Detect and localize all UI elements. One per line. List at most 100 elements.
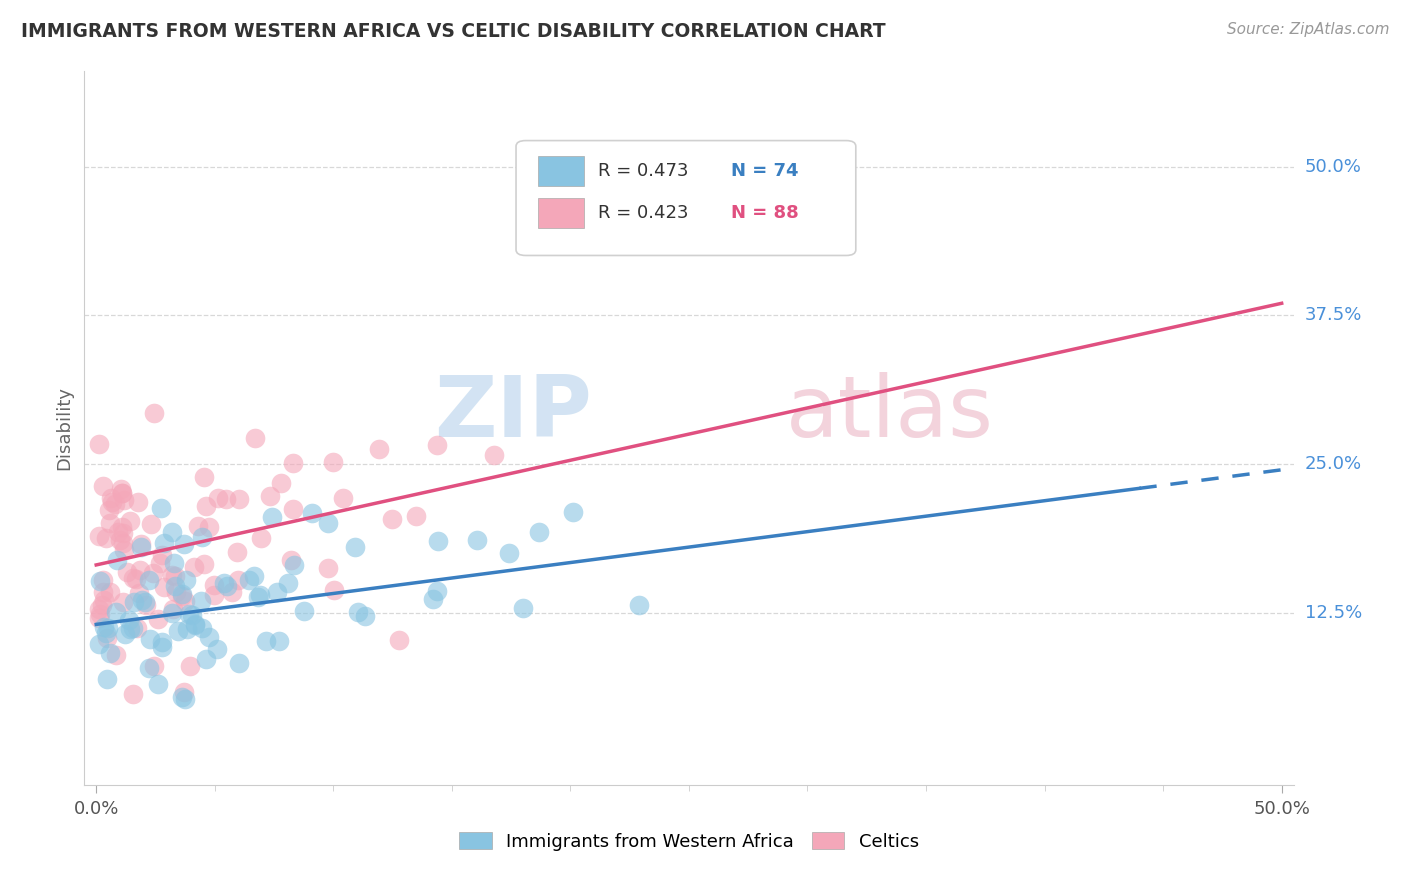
Point xyxy=(94,626,117,640)
Point xyxy=(283,558,305,572)
Point xyxy=(150,500,173,515)
Point xyxy=(426,583,449,598)
Point xyxy=(405,509,427,524)
Point xyxy=(118,614,141,628)
Point xyxy=(91,479,114,493)
Point xyxy=(198,630,221,644)
Point xyxy=(111,486,134,500)
Point xyxy=(184,617,207,632)
FancyBboxPatch shape xyxy=(538,198,583,228)
Point xyxy=(238,573,260,587)
Point xyxy=(191,621,214,635)
Point xyxy=(152,580,174,594)
Point xyxy=(205,641,228,656)
Point xyxy=(142,566,165,581)
Point xyxy=(353,609,375,624)
Point xyxy=(347,606,370,620)
Point xyxy=(266,584,288,599)
Point xyxy=(177,607,200,621)
Point xyxy=(179,659,201,673)
Point xyxy=(96,631,118,645)
Point xyxy=(195,500,218,514)
Point xyxy=(628,598,651,612)
Point xyxy=(134,595,156,609)
Point xyxy=(249,588,271,602)
Point xyxy=(150,635,173,649)
Point xyxy=(131,593,153,607)
Point xyxy=(98,646,121,660)
Point xyxy=(93,585,115,599)
Point xyxy=(465,533,488,547)
Point xyxy=(228,492,250,507)
Text: R = 0.473: R = 0.473 xyxy=(599,161,689,179)
Point xyxy=(129,563,152,577)
Point xyxy=(270,476,292,491)
Point xyxy=(498,546,520,560)
Point xyxy=(112,492,135,507)
Point xyxy=(316,516,339,531)
Point xyxy=(96,672,118,686)
Point xyxy=(323,583,346,598)
Point xyxy=(87,611,110,625)
Point xyxy=(153,536,176,550)
Point xyxy=(100,491,122,505)
Point xyxy=(124,572,146,586)
Point xyxy=(225,545,247,559)
Point xyxy=(87,601,110,615)
Text: 37.5%: 37.5% xyxy=(1305,306,1362,324)
Point xyxy=(112,542,135,557)
Text: N = 88: N = 88 xyxy=(731,204,799,222)
Point xyxy=(124,595,146,609)
Point xyxy=(114,627,136,641)
Text: R = 0.423: R = 0.423 xyxy=(599,204,689,222)
Point xyxy=(93,620,115,634)
Point xyxy=(94,531,117,545)
Point xyxy=(150,548,173,562)
Point xyxy=(91,573,114,587)
Point xyxy=(254,633,277,648)
Point xyxy=(111,520,134,534)
Point xyxy=(173,692,195,706)
Point xyxy=(228,656,250,670)
Point xyxy=(138,573,160,587)
Point xyxy=(98,516,121,531)
Point xyxy=(105,648,128,663)
Point xyxy=(131,537,153,551)
Point xyxy=(190,594,212,608)
Point xyxy=(212,576,235,591)
Point xyxy=(138,661,160,675)
Point xyxy=(173,685,195,699)
Point xyxy=(118,515,141,529)
Point xyxy=(243,432,266,446)
Legend: Immigrants from Western Africa, Celtics: Immigrants from Western Africa, Celtics xyxy=(451,825,927,858)
Point xyxy=(112,595,135,609)
Point xyxy=(193,558,215,572)
Point xyxy=(90,598,112,612)
Point xyxy=(125,621,148,635)
Point xyxy=(283,501,305,516)
Point xyxy=(422,591,444,606)
Point xyxy=(87,638,110,652)
Point xyxy=(105,553,128,567)
Point xyxy=(195,652,218,666)
Point xyxy=(388,632,411,647)
Point xyxy=(122,622,145,636)
Point xyxy=(281,456,304,470)
Point xyxy=(427,534,450,549)
Point xyxy=(260,509,283,524)
Point xyxy=(98,584,121,599)
Point xyxy=(174,573,197,587)
Text: atlas: atlas xyxy=(786,372,994,456)
Point xyxy=(111,536,134,550)
Point xyxy=(111,525,134,540)
Point xyxy=(105,605,128,619)
Point xyxy=(186,518,208,533)
Point xyxy=(89,574,111,589)
Point xyxy=(322,455,344,469)
Point xyxy=(98,502,121,516)
Point xyxy=(226,573,249,587)
Text: 25.0%: 25.0% xyxy=(1305,455,1362,473)
Point xyxy=(170,589,193,603)
FancyBboxPatch shape xyxy=(516,141,856,255)
Point xyxy=(294,604,316,618)
